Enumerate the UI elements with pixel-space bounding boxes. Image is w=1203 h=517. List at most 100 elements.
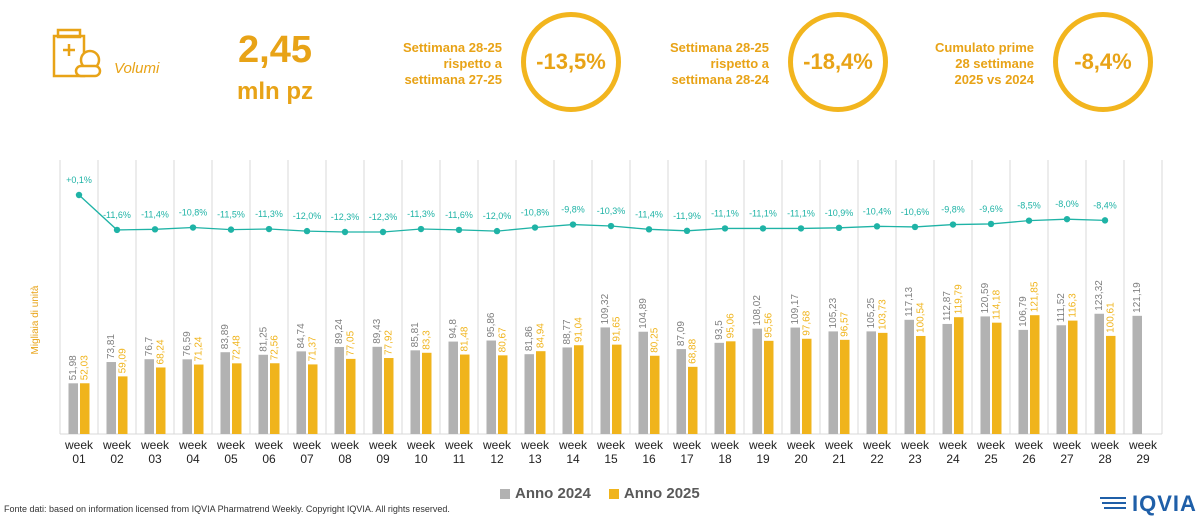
- bar-2024: [828, 331, 838, 434]
- bar-2024: [524, 354, 534, 434]
- variation-label: -11,1%: [787, 208, 815, 218]
- x-tick-label: 11: [453, 452, 466, 466]
- bar-2025: [194, 364, 204, 434]
- variation-point: [797, 225, 805, 232]
- data-label-2024: 84,74: [296, 323, 307, 348]
- bar-2024: [638, 331, 648, 434]
- bar-2024: [600, 327, 610, 434]
- x-tick-label: 12: [490, 452, 504, 466]
- variation-label: -11,3%: [407, 209, 435, 219]
- data-label-2025: 71,37: [308, 336, 319, 361]
- bar-2025: [232, 363, 242, 434]
- data-label-2024: 83,89: [220, 324, 231, 349]
- bar-2025: [118, 376, 128, 434]
- data-label-2025: 77,05: [346, 330, 357, 355]
- legend-item-2024: Anno 2024: [500, 485, 591, 502]
- variation-point: [1101, 217, 1109, 224]
- x-tick-label: week: [216, 438, 246, 452]
- bar-2025: [498, 355, 508, 434]
- variation-label: -10,8%: [521, 208, 550, 218]
- x-tick-label: 21: [832, 452, 846, 466]
- bar-2025: [156, 367, 166, 434]
- variation-point: [227, 226, 235, 233]
- x-tick-label: 22: [870, 452, 884, 466]
- variation-point: [189, 224, 197, 231]
- data-label-2024: 109,32: [600, 293, 611, 324]
- x-tick-label: week: [1128, 438, 1158, 452]
- variation-point: [1063, 215, 1071, 223]
- variation-label: -10,4%: [863, 206, 892, 216]
- bar-2025: [346, 358, 356, 434]
- variation-point: [265, 225, 273, 233]
- data-label-2024: 120,59: [980, 282, 991, 313]
- variation-point: [683, 227, 691, 235]
- variation-label: -8,4%: [1093, 200, 1117, 210]
- variation-label: -12,3%: [331, 212, 360, 222]
- x-tick-label: week: [330, 438, 360, 452]
- data-label-2025: 96,57: [840, 311, 851, 336]
- x-tick-label: 07: [300, 452, 314, 466]
- variation-label: -11,6%: [445, 210, 473, 220]
- x-tick-label: 23: [908, 452, 922, 466]
- data-label-2025: 116,3: [1068, 293, 1079, 318]
- x-tick-label: 16: [642, 452, 656, 466]
- x-tick-label: week: [710, 438, 740, 452]
- variation-label: -11,1%: [711, 208, 739, 218]
- data-label-2024: 117,13: [904, 287, 915, 317]
- bar-2024: [296, 351, 306, 434]
- variation-label: -11,9%: [673, 211, 701, 221]
- legend-item-2025: Anno 2025: [608, 485, 700, 502]
- metric-unit: mln pz: [237, 78, 313, 105]
- x-tick-label: week: [1052, 438, 1082, 452]
- data-label-2024: 104,89: [638, 298, 649, 329]
- variation-label: -11,4%: [141, 209, 169, 219]
- data-label-2025: 84,94: [536, 323, 547, 348]
- variation-label: -12,0%: [483, 211, 512, 221]
- x-tick-label: week: [444, 438, 474, 452]
- data-label-2024: 81,25: [258, 326, 269, 351]
- data-label-2025: 52,03: [80, 355, 91, 380]
- variation-line: [78, 194, 1106, 233]
- bar-2024: [714, 342, 724, 434]
- data-label-2025: 68,88: [688, 338, 699, 363]
- bar-2025: [992, 322, 1002, 434]
- data-label-2024: 94,8: [448, 319, 459, 339]
- data-label-2025: 80,25: [650, 327, 661, 352]
- variation-point: [721, 225, 729, 232]
- pill-box-icon: [50, 26, 104, 80]
- x-tick-label: week: [140, 438, 170, 452]
- variation-point: [417, 225, 425, 233]
- bar-2025: [1030, 315, 1040, 434]
- source-note: Fonte dati: based on information license…: [4, 504, 450, 514]
- variation-point: [569, 221, 577, 228]
- variation-point: [835, 224, 843, 232]
- variation-label: -11,5%: [217, 210, 245, 220]
- variation-point: [531, 224, 539, 231]
- variation-point: [379, 228, 387, 236]
- x-tick-label: week: [900, 438, 930, 452]
- bar-2024: [942, 323, 952, 434]
- comparison-3-value: -8,4%: [1053, 12, 1153, 112]
- bar-2025: [574, 345, 584, 434]
- data-label-2025: 119,79: [954, 284, 965, 314]
- data-label-2025: 91,65: [612, 316, 623, 341]
- data-label-2024: 106,79: [1018, 296, 1029, 327]
- x-tick-label: 10: [414, 452, 428, 466]
- comparison-1-value: -13,5%: [521, 12, 621, 112]
- variation-point: [759, 225, 767, 232]
- x-tick-label: 18: [718, 452, 732, 466]
- variation-label: -8,5%: [1017, 201, 1041, 211]
- x-tick-label: week: [178, 438, 208, 452]
- variation-label: -11,3%: [255, 209, 283, 219]
- comparison-1-text: Settimana 28-25 rispetto a settimana 27-…: [403, 40, 502, 87]
- data-label-2024: 81,86: [524, 326, 535, 351]
- x-tick-label: 09: [376, 452, 390, 466]
- variation-label: +0,1%: [66, 175, 92, 185]
- data-label-2024: 76,7: [144, 336, 155, 356]
- bar-2025: [460, 354, 470, 434]
- bar-2025: [688, 366, 698, 434]
- x-tick-label: 19: [756, 452, 770, 466]
- x-tick-label: week: [824, 438, 854, 452]
- variation-point: [607, 222, 615, 230]
- data-label-2024: 85,81: [410, 322, 421, 347]
